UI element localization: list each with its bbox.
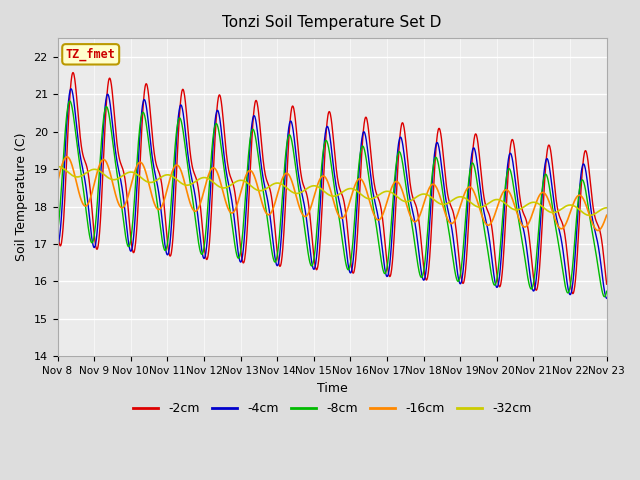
-4cm	[287, 118, 294, 124]
-8cm	[97, 154, 104, 159]
-8cm	[308, 263, 316, 268]
-2cm	[367, 145, 374, 151]
-8cm	[367, 185, 374, 191]
-2cm	[569, 291, 577, 297]
-8cm	[603, 288, 611, 294]
-32cm	[119, 173, 127, 179]
-4cm	[119, 190, 127, 195]
-32cm	[308, 183, 316, 189]
-16cm	[63, 154, 71, 160]
-2cm	[97, 218, 104, 224]
Y-axis label: Soil Temperature (C): Soil Temperature (C)	[15, 133, 28, 262]
Legend: -2cm, -4cm, -8cm, -16cm, -32cm: -2cm, -4cm, -8cm, -16cm, -32cm	[128, 397, 536, 420]
Text: TZ_fmet: TZ_fmet	[66, 48, 116, 61]
-8cm	[298, 208, 306, 214]
-4cm	[298, 192, 306, 198]
-32cm	[54, 164, 61, 169]
-4cm	[67, 86, 75, 92]
-2cm	[603, 281, 611, 287]
Line: -16cm: -16cm	[58, 157, 607, 230]
-16cm	[308, 200, 316, 206]
-2cm	[69, 70, 77, 75]
-2cm	[308, 235, 316, 241]
X-axis label: Time: Time	[317, 382, 348, 395]
-4cm	[603, 295, 611, 301]
Line: -2cm: -2cm	[58, 72, 607, 294]
-16cm	[287, 176, 294, 181]
-32cm	[298, 189, 306, 194]
-16cm	[603, 212, 611, 218]
-8cm	[600, 294, 608, 300]
-8cm	[287, 134, 294, 140]
-2cm	[298, 178, 306, 184]
Line: -4cm: -4cm	[58, 89, 607, 298]
-32cm	[54, 164, 61, 169]
-8cm	[54, 229, 61, 235]
-4cm	[367, 171, 374, 177]
-4cm	[97, 179, 104, 184]
-2cm	[287, 110, 294, 116]
-16cm	[97, 160, 104, 166]
-16cm	[54, 179, 61, 185]
-32cm	[586, 213, 594, 218]
-2cm	[54, 227, 61, 233]
-8cm	[119, 212, 127, 218]
-32cm	[367, 196, 374, 202]
-16cm	[119, 205, 127, 211]
-16cm	[594, 228, 602, 233]
-2cm	[119, 166, 127, 172]
-32cm	[603, 205, 611, 211]
-32cm	[287, 188, 294, 194]
-8cm	[66, 98, 74, 104]
-16cm	[367, 201, 374, 207]
-4cm	[54, 241, 61, 247]
Title: Tonzi Soil Temperature Set D: Tonzi Soil Temperature Set D	[222, 15, 442, 30]
-16cm	[298, 211, 306, 217]
Line: -8cm: -8cm	[58, 101, 607, 297]
-32cm	[97, 168, 104, 174]
-4cm	[308, 262, 316, 267]
Line: -32cm: -32cm	[58, 167, 607, 216]
